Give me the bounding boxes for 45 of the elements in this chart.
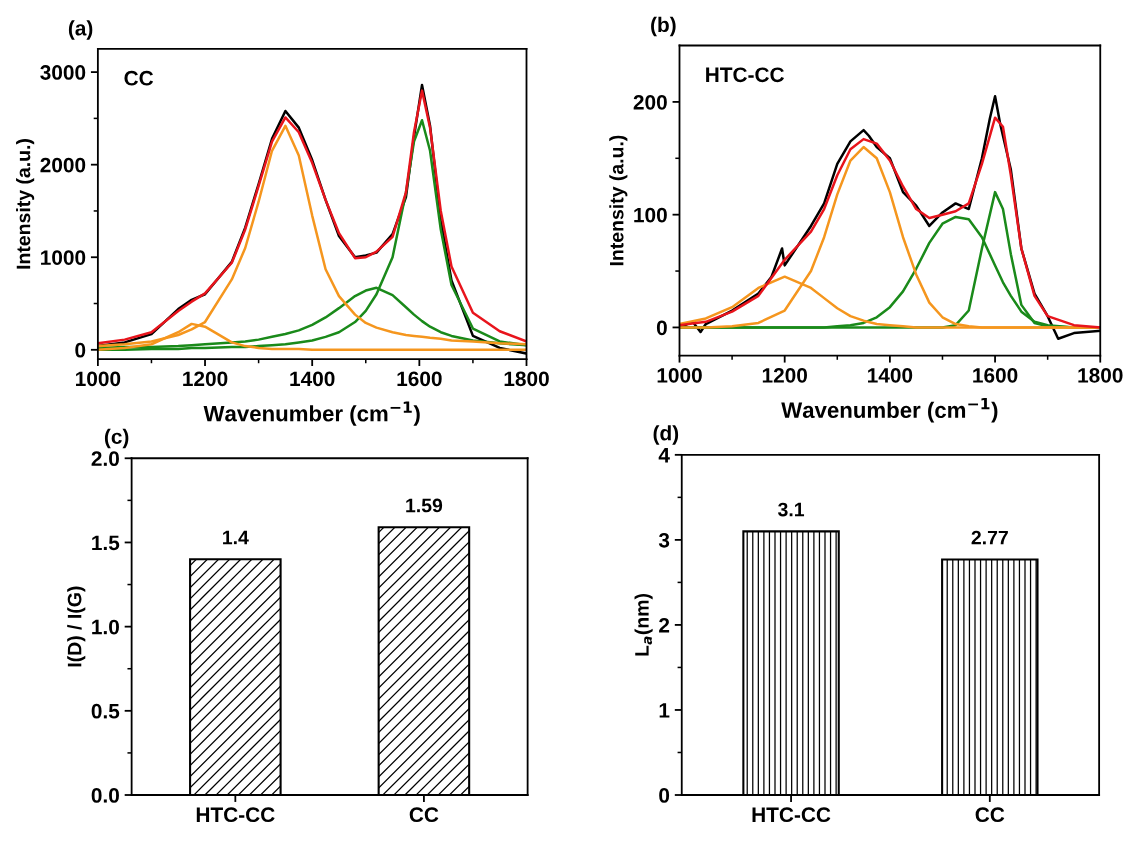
data-label: 1.4: [223, 530, 249, 545]
chart-title: (d): [653, 425, 679, 445]
data-label: 2.77: [971, 530, 1008, 545]
y-tick-label: 4: [658, 448, 670, 463]
y-axis-title: Intensity (a.u.): [16, 139, 35, 269]
x-tick-label: CC: [975, 807, 1005, 823]
y-tick-label: 1.0: [92, 619, 119, 635]
x-tick-label: 1800: [1078, 367, 1123, 383]
y-tick-label: 0: [75, 342, 86, 358]
data-label: 3.1: [778, 502, 805, 517]
y-tick-label: 3000: [40, 65, 86, 80]
y-tick-label: 100: [634, 207, 667, 223]
x-tick-label: 1600: [397, 371, 442, 387]
y-tick-label: 200: [633, 94, 667, 110]
x-tick-label: 1400: [868, 367, 913, 383]
x-tick-label: 1200: [183, 371, 228, 387]
y-tick-label: 3: [658, 532, 670, 548]
chart-title: (c): [104, 428, 129, 449]
x-tick-label: HTC-CC: [196, 807, 275, 823]
y-axis-title: L$_{a}$(nm): [634, 593, 653, 656]
y-tick-label: 1000: [41, 250, 86, 265]
chart-title: (b): [651, 16, 676, 37]
y-tick-label: 0.5: [91, 703, 120, 719]
x-tick-label: CC: [409, 807, 439, 823]
y-tick-label: 1: [659, 703, 670, 718]
x-axis-title: Wavenumber (cm$^{−1}$): [203, 401, 420, 426]
x-tick-label: HTC-CC: [752, 807, 831, 823]
y-tick-label: 0.0: [91, 788, 119, 803]
x-axis-title: Wavenumber (cm$^{−1}$): [781, 397, 998, 423]
y-tick-label: 2000: [40, 157, 86, 173]
y-tick-label: 1.5: [92, 535, 120, 551]
annotation: HTC-CC: [706, 67, 785, 83]
x-tick-label: 1200: [762, 367, 808, 383]
chart-title: (a): [68, 20, 93, 40]
annotation: CC: [124, 70, 154, 86]
y-tick-label: 0: [656, 320, 667, 336]
data-label: 1.59: [406, 498, 443, 513]
x-tick-label: 1600: [973, 367, 1018, 383]
y-axis-title: I(D) / I(G): [67, 586, 86, 667]
y-tick-label: 2: [659, 617, 670, 633]
y-tick-label: 2.0: [91, 451, 119, 467]
x-tick-label: 1800: [504, 371, 549, 387]
x-tick-label: 1400: [290, 371, 335, 387]
y-tick-label: 0: [659, 788, 670, 803]
y-axis-title: Intensity (a.u.): [609, 135, 628, 266]
